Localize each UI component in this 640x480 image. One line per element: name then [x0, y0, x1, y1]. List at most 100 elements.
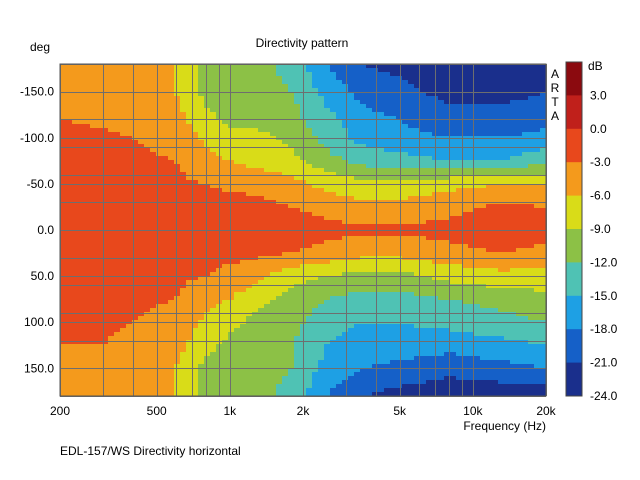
heatmap-cell [348, 188, 355, 193]
heatmap-cell [78, 392, 85, 397]
heatmap-cell [168, 276, 175, 281]
heatmap-cell [402, 340, 409, 345]
heatmap-cell [288, 284, 295, 289]
heatmap-cell [360, 144, 367, 149]
heatmap-cell [288, 364, 295, 369]
heatmap-cell [384, 268, 391, 273]
heatmap-cell [150, 220, 157, 225]
heatmap-cell [174, 388, 181, 393]
heatmap-cell [306, 76, 313, 81]
heatmap-cell [222, 260, 229, 265]
heatmap-cell [96, 220, 103, 225]
heatmap-cell [228, 116, 235, 121]
heatmap-cell [354, 236, 361, 241]
heatmap-cell [228, 156, 235, 161]
heatmap-cell [66, 220, 73, 225]
heatmap-cell [354, 80, 361, 85]
heatmap-cell [306, 112, 313, 117]
heatmap-cell [366, 68, 373, 73]
heatmap-cell [168, 148, 175, 153]
heatmap-cell [186, 212, 193, 217]
heatmap-cell [168, 332, 175, 337]
heatmap-cell [252, 140, 259, 145]
heatmap-cell [396, 372, 403, 377]
heatmap-cell [78, 96, 85, 101]
heatmap-cell [252, 352, 259, 357]
heatmap-cell [306, 380, 313, 385]
heatmap-cell [60, 72, 67, 77]
heatmap-cell [186, 156, 193, 161]
heatmap-cell [78, 360, 85, 365]
heatmap-cell [324, 280, 331, 285]
heatmap-cell [180, 212, 187, 217]
heatmap-cell [168, 324, 175, 329]
heatmap-cell [162, 172, 169, 177]
heatmap-cell [108, 92, 115, 97]
heatmap-cell [132, 236, 139, 241]
heatmap-cell [414, 80, 421, 85]
heatmap-cell [138, 316, 145, 321]
heatmap-cell [258, 276, 265, 281]
heatmap-cell [186, 164, 193, 169]
heatmap-cell [306, 124, 313, 129]
heatmap-cell [114, 72, 121, 77]
heatmap-cell [312, 284, 319, 289]
heatmap-cell [348, 348, 355, 353]
heatmap-cell [132, 316, 139, 321]
heatmap-cell [144, 148, 151, 153]
heatmap-cell [372, 140, 379, 145]
heatmap-cell [390, 100, 397, 105]
heatmap-cell [390, 340, 397, 345]
heatmap-cell [270, 392, 277, 397]
heatmap-cell [414, 144, 421, 149]
heatmap-cell [396, 232, 403, 237]
heatmap-cell [372, 148, 379, 153]
heatmap-cell [246, 336, 253, 341]
heatmap-cell [108, 112, 115, 117]
heatmap-cell [66, 120, 73, 125]
heatmap-cell [132, 128, 139, 133]
heatmap-cell [396, 316, 403, 321]
heatmap-cell [342, 300, 349, 305]
heatmap-cell [402, 152, 409, 157]
heatmap-cell [222, 348, 229, 353]
heatmap-cell [138, 248, 145, 253]
heatmap-cell [390, 328, 397, 333]
heatmap-cell [150, 232, 157, 237]
heatmap-cell [78, 132, 85, 137]
heatmap-cell [306, 192, 313, 197]
heatmap-cell [162, 360, 169, 365]
heatmap-cell [324, 68, 331, 73]
heatmap-cell [354, 92, 361, 97]
heatmap-cell [66, 364, 73, 369]
heatmap-cell [102, 220, 109, 225]
heatmap-cell [348, 284, 355, 289]
heatmap-cell [258, 296, 265, 301]
heatmap-cell [138, 168, 145, 173]
heatmap-cell [372, 152, 379, 157]
heatmap-cell [60, 140, 67, 145]
heatmap-cell [180, 272, 187, 277]
heatmap-cell [66, 248, 73, 253]
heatmap-cell [384, 356, 391, 361]
heatmap-cell [240, 304, 247, 309]
heatmap-cell [198, 368, 205, 373]
heatmap-cell [240, 260, 247, 265]
heatmap-cell [318, 304, 325, 309]
heatmap-cell [228, 128, 235, 133]
heatmap-cell [414, 148, 421, 153]
heatmap-cell [72, 336, 79, 341]
heatmap-cell [96, 192, 103, 197]
heatmap-cell [408, 364, 415, 369]
heatmap-cell [234, 316, 241, 321]
heatmap-cell [330, 160, 337, 165]
heatmap-cell [114, 76, 121, 81]
heatmap-cell [240, 92, 247, 97]
heatmap-cell [270, 184, 277, 189]
heatmap-cell [264, 368, 271, 373]
heatmap-cell [270, 68, 277, 73]
heatmap-cell [372, 316, 379, 321]
heatmap-cell [108, 272, 115, 277]
heatmap-cell [246, 72, 253, 77]
heatmap-cell [372, 120, 379, 125]
